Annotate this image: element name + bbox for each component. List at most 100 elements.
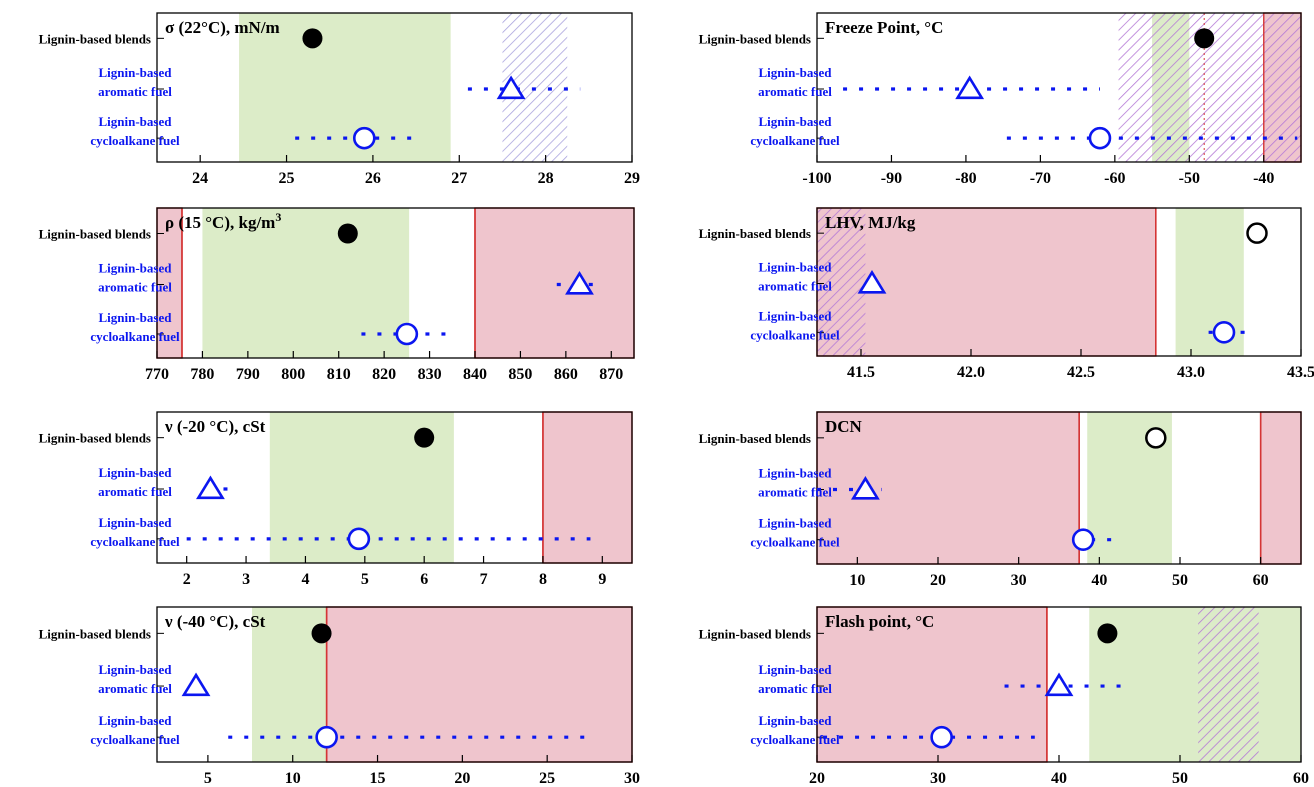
- plot-frame: [156, 12, 633, 163]
- x-tick-label: 8: [539, 571, 547, 588]
- x-tick-label: 50: [1172, 770, 1188, 787]
- x-tick-label: 40: [1091, 572, 1107, 589]
- x-tick-label: -50: [1179, 170, 1200, 187]
- x-tick-label: 6: [420, 571, 428, 588]
- marker-blends: [1194, 28, 1215, 49]
- marker-cycloalkane: [1071, 528, 1095, 551]
- x-tick-label: 25: [539, 770, 555, 787]
- marker-cycloalkane: [930, 725, 953, 749]
- plot-frame: [816, 207, 1302, 357]
- red-band: [475, 208, 634, 358]
- x-tick-label: 43.0: [1177, 364, 1205, 381]
- marker-aromatic: [196, 475, 225, 500]
- x-tick-label: 10: [285, 770, 301, 787]
- x-tick-label: 27: [451, 170, 467, 187]
- x-tick-label: 40: [1051, 770, 1067, 787]
- x-tick-label: 840: [463, 366, 487, 383]
- row-label-blends: Lignin-based blends: [39, 431, 151, 446]
- plot-frame: [156, 411, 633, 564]
- marker-aromatic: [496, 75, 526, 100]
- x-tick-label: 30: [624, 770, 640, 787]
- row-label-blends: Lignin-based blends: [699, 226, 811, 241]
- x-tick-label: -60: [1104, 170, 1125, 187]
- x-tick-label: 20: [930, 572, 946, 589]
- marker-blends: [1246, 222, 1268, 244]
- x-tick-label: -100: [802, 170, 831, 187]
- marker-cycloalkane: [1088, 126, 1112, 150]
- hatch-band: [1118, 13, 1264, 162]
- row-label-aromatic: Lignin-based aromatic fuel: [98, 65, 172, 99]
- row-label-cycloalkane: Lignin-based cycloalkane fuel: [750, 516, 840, 550]
- plot-frame: [156, 606, 633, 763]
- x-tick-label: 15: [370, 770, 386, 787]
- x-tick-label: 28: [538, 170, 554, 187]
- marker-aromatic: [181, 672, 211, 697]
- x-tick-label: 780: [190, 366, 214, 383]
- panel-1: 24 25 26 27 28 29 σ (22°C), mN/m Lignin-based b…: [39, 12, 640, 187]
- marker-blends: [337, 223, 358, 244]
- row-label-blends: Lignin-based blends: [39, 227, 151, 242]
- hatch-band: [817, 208, 866, 356]
- x-tick-label: 2: [183, 571, 191, 588]
- marker-blends: [1097, 623, 1118, 644]
- x-tick-label: 42.5: [1067, 364, 1095, 381]
- row-label-aromatic: Lignin-based aromatic fuel: [98, 662, 172, 696]
- marker-aromatic: [1044, 672, 1074, 697]
- x-tick-label: 4: [301, 571, 309, 588]
- x-tick-label: 3: [242, 571, 250, 588]
- marker-aromatic: [565, 271, 594, 295]
- x-tick-label: 800: [281, 366, 305, 383]
- row-label-aromatic: Lignin-based aromatic fuel: [758, 662, 832, 696]
- plot-frame: [156, 207, 635, 359]
- marker-cycloalkane: [315, 725, 338, 749]
- panel-2: -100 -90 -80 -70 -60 -50 -40 Freeze Point, °C Li…: [699, 12, 1302, 187]
- x-tick-label: 50: [1172, 572, 1188, 589]
- row-label-blends: Lignin-based blends: [699, 31, 811, 46]
- x-tick-label: 30: [1011, 572, 1027, 589]
- x-tick-label: 7: [480, 571, 488, 588]
- x-tick-label: -80: [955, 170, 976, 187]
- marker-cycloalkane: [352, 126, 376, 150]
- marker-blends: [311, 623, 332, 644]
- row-label-cycloalkane: Lignin-based cycloalkane fuel: [90, 713, 180, 747]
- green-band: [202, 208, 410, 358]
- marker-aromatic: [850, 476, 880, 500]
- x-tick-label: 5: [361, 571, 369, 588]
- row-label-blends: Lignin-based blends: [39, 31, 151, 46]
- x-tick-label: 850: [508, 366, 532, 383]
- plot-frame: [816, 12, 1302, 163]
- green-band: [1089, 607, 1301, 762]
- panel-title: LHV, MJ/kg: [825, 213, 916, 232]
- row-label-blends: Lignin-based blends: [699, 626, 811, 641]
- panel-title: Flash point, °C: [825, 612, 934, 631]
- x-tick-label: 770: [145, 366, 169, 383]
- row-label-blends: Lignin-based blends: [39, 626, 151, 641]
- x-tick-label: 820: [372, 366, 396, 383]
- row-label-blends: Lignin-based blends: [699, 431, 811, 446]
- panel-title: DCN: [825, 417, 863, 436]
- marker-aromatic: [955, 75, 985, 100]
- marker-aromatic: [857, 269, 887, 294]
- marker-blends: [302, 28, 323, 49]
- x-tick-label: 24: [192, 170, 208, 187]
- x-tick-label: 9: [598, 571, 606, 588]
- x-tick-label: 10: [849, 572, 865, 589]
- panel-3: 770 780 790 800 810 820 830 840 850 860 870 ρ (15 °…: [39, 207, 635, 383]
- panel-7: 5 10 15 20 25 30 ν (-40 °C), cSt Lignin-based b…: [39, 606, 640, 787]
- row-label-aromatic: Lignin-based aromatic fuel: [98, 261, 172, 295]
- x-tick-label: 25: [279, 170, 295, 187]
- panel-6: 10 20 30 40 50 60 DCN Lignin-based blends Lignin…: [699, 411, 1302, 589]
- marker-cycloalkane: [1212, 321, 1236, 344]
- marker-cycloalkane: [395, 322, 419, 346]
- panel-title: ρ (15 °C), kg/m3: [165, 210, 281, 232]
- row-label-aromatic: Lignin-based aromatic fuel: [98, 465, 172, 499]
- hatch-band: [1198, 607, 1259, 762]
- row-label-cycloalkane: Lignin-based cycloalkane fuel: [90, 515, 180, 549]
- marker-cycloalkane: [347, 527, 371, 551]
- row-label-cycloalkane: Lignin-based cycloalkane fuel: [90, 310, 180, 344]
- panel-title: σ (22°C), mN/m: [165, 18, 280, 37]
- row-label-cycloalkane: Lignin-based cycloalkane fuel: [750, 308, 840, 342]
- x-tick-label: -70: [1030, 170, 1051, 187]
- x-tick-label: 60: [1253, 572, 1269, 589]
